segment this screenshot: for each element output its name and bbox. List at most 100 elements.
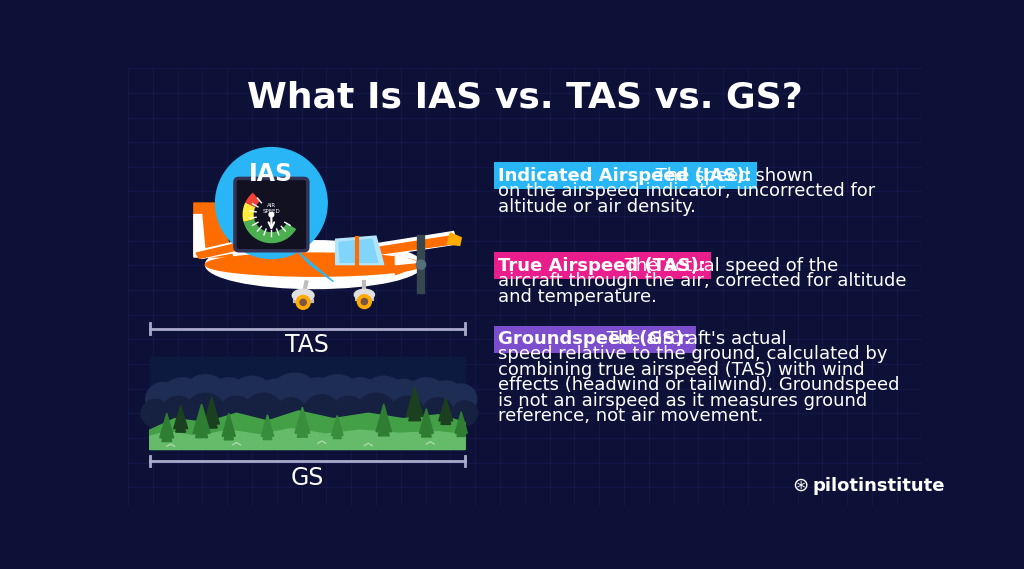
Circle shape	[404, 378, 449, 421]
Text: on the airspeed indicator, uncorrected for: on the airspeed indicator, uncorrected f…	[499, 182, 876, 200]
Circle shape	[361, 299, 368, 304]
Polygon shape	[295, 407, 309, 433]
Text: pilotinstitute: pilotinstitute	[812, 477, 945, 494]
Circle shape	[296, 295, 310, 310]
Text: TAS: TAS	[285, 333, 329, 357]
Text: combining true airspeed (TAS) with wind: combining true airspeed (TAS) with wind	[499, 361, 865, 379]
Text: Groundspeed (GS):: Groundspeed (GS):	[499, 330, 691, 348]
Circle shape	[390, 396, 424, 430]
Text: What Is IAS vs. TAS vs. GS?: What Is IAS vs. TAS vs. GS?	[247, 81, 803, 114]
Circle shape	[228, 376, 275, 422]
Circle shape	[244, 393, 284, 433]
Polygon shape	[194, 241, 241, 258]
Text: and temperature.: and temperature.	[499, 288, 657, 306]
Circle shape	[423, 398, 454, 428]
Circle shape	[180, 375, 230, 424]
Polygon shape	[162, 423, 172, 442]
Circle shape	[216, 147, 328, 258]
Polygon shape	[150, 411, 465, 450]
Bar	[150, 413, 465, 450]
Polygon shape	[222, 413, 236, 436]
Polygon shape	[332, 415, 343, 436]
Polygon shape	[457, 420, 466, 436]
Text: effects (headwind or tailwind). Groundspeed: effects (headwind or tailwind). Groundsp…	[499, 376, 900, 394]
Circle shape	[417, 260, 426, 269]
Circle shape	[275, 398, 306, 428]
Polygon shape	[262, 236, 454, 270]
Text: is not an airspeed as it measures ground: is not an airspeed as it measures ground	[499, 391, 867, 410]
Ellipse shape	[206, 253, 423, 276]
Polygon shape	[174, 406, 187, 428]
Polygon shape	[422, 418, 431, 437]
Ellipse shape	[206, 241, 423, 288]
Circle shape	[339, 378, 382, 421]
Circle shape	[296, 378, 340, 421]
Circle shape	[300, 299, 306, 306]
Polygon shape	[224, 422, 233, 440]
Polygon shape	[395, 254, 419, 265]
Text: AIR
SPEED: AIR SPEED	[262, 203, 281, 214]
Circle shape	[219, 396, 254, 430]
Text: aircraft through the air, corrected for altitude: aircraft through the air, corrected for …	[499, 273, 907, 290]
Text: Indicated Airspeed (IAS):: Indicated Airspeed (IAS):	[499, 167, 753, 185]
Polygon shape	[204, 397, 219, 424]
Circle shape	[185, 393, 225, 433]
Polygon shape	[407, 387, 423, 417]
Circle shape	[453, 401, 477, 426]
Text: ⊛: ⊛	[793, 476, 809, 495]
Text: speed relative to the ground, calculated by: speed relative to the ground, calculated…	[499, 345, 888, 364]
FancyBboxPatch shape	[234, 179, 308, 251]
Polygon shape	[263, 423, 271, 440]
Polygon shape	[196, 416, 208, 438]
Circle shape	[162, 396, 196, 430]
Polygon shape	[150, 428, 465, 450]
Polygon shape	[447, 233, 461, 245]
Polygon shape	[176, 415, 185, 432]
Polygon shape	[395, 254, 423, 275]
Polygon shape	[261, 415, 273, 436]
Circle shape	[312, 375, 362, 424]
Polygon shape	[438, 398, 453, 421]
Polygon shape	[376, 404, 391, 432]
Circle shape	[445, 384, 477, 415]
Polygon shape	[297, 418, 307, 437]
Circle shape	[141, 399, 169, 427]
Circle shape	[255, 380, 295, 419]
Polygon shape	[194, 404, 210, 433]
Circle shape	[269, 212, 273, 217]
Bar	[150, 399, 465, 450]
Ellipse shape	[354, 289, 375, 300]
Polygon shape	[260, 232, 458, 273]
Polygon shape	[336, 236, 384, 265]
Polygon shape	[441, 407, 451, 424]
Polygon shape	[194, 203, 232, 257]
Polygon shape	[197, 244, 238, 258]
Circle shape	[356, 393, 396, 433]
Circle shape	[303, 395, 340, 432]
Text: IAS: IAS	[249, 162, 294, 185]
Circle shape	[360, 376, 407, 422]
Text: altitude or air density.: altitude or air density.	[499, 197, 696, 216]
Circle shape	[207, 378, 251, 421]
Bar	[150, 357, 465, 450]
Polygon shape	[420, 409, 433, 433]
Polygon shape	[333, 423, 341, 439]
Text: reference, not air movement.: reference, not air movement.	[499, 407, 764, 425]
Text: The actual speed of the: The actual speed of the	[620, 257, 839, 275]
Circle shape	[145, 382, 180, 417]
Text: GS: GS	[291, 466, 324, 490]
Circle shape	[383, 380, 423, 419]
Polygon shape	[455, 412, 467, 433]
Circle shape	[357, 295, 372, 308]
Circle shape	[427, 381, 464, 418]
Polygon shape	[378, 415, 389, 436]
Circle shape	[332, 396, 366, 430]
Polygon shape	[160, 413, 174, 438]
Polygon shape	[206, 408, 217, 428]
Polygon shape	[299, 252, 334, 282]
Polygon shape	[339, 239, 378, 262]
Circle shape	[161, 378, 204, 421]
Text: The aircraft's actual: The aircraft's actual	[601, 330, 786, 348]
Text: True Airspeed (TAS):: True Airspeed (TAS):	[499, 257, 707, 275]
Text: The speed shown: The speed shown	[649, 167, 813, 185]
